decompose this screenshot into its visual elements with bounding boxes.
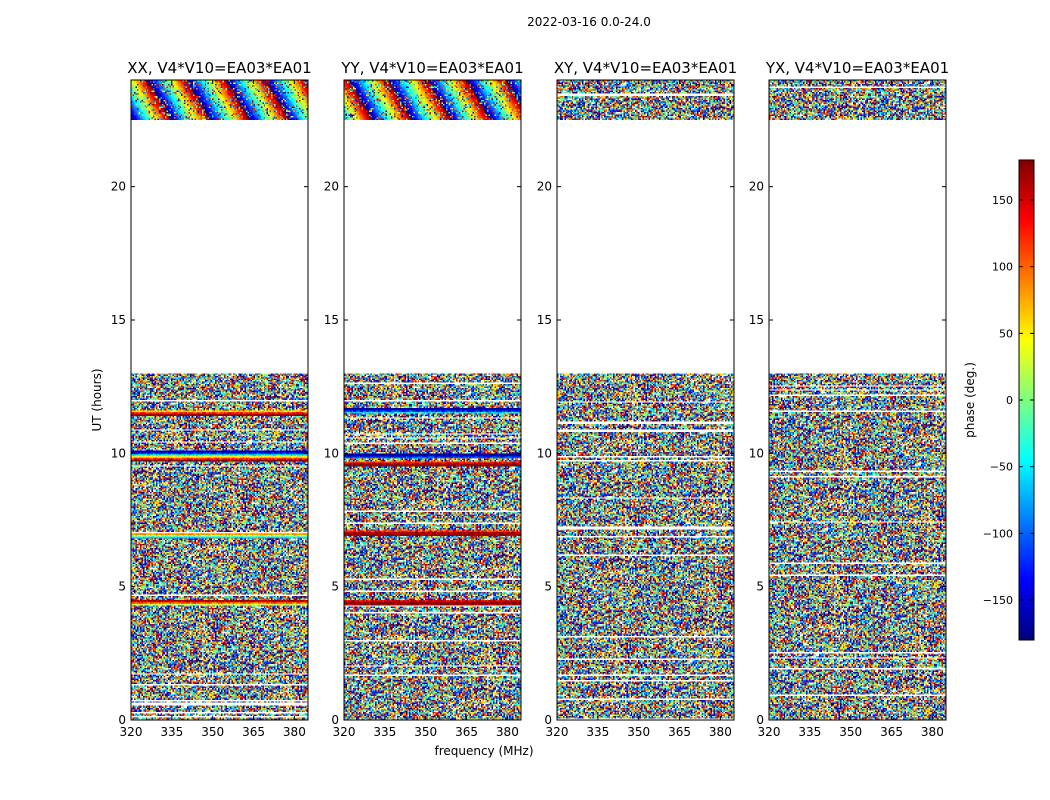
x-tick-label: 365: [455, 725, 478, 739]
x-tick-label: 320: [546, 725, 569, 739]
y-tick-label: 15: [111, 313, 126, 327]
panels-group: XX, V4*V10=EA03*EA01 320 335 350 365 380 0 5 10 1…: [111, 59, 949, 739]
y-tick-label: 0: [331, 713, 339, 727]
heatmap-raster: [769, 80, 946, 720]
y-tick-label: 20: [324, 180, 339, 194]
y-tick-label: 20: [749, 180, 764, 194]
colorbar-tick-label: 0: [1006, 394, 1013, 407]
colorbar-tick-label: 150: [992, 194, 1013, 207]
x-axis-label: frequency (MHz): [434, 744, 533, 758]
colorbar-label: phase (deg.): [963, 362, 977, 438]
y-tick-label: 5: [331, 580, 339, 594]
panel-title: XX, V4*V10=EA03*EA01: [127, 59, 311, 77]
y-tick-label: 10: [537, 446, 552, 460]
panel-frame: [130, 79, 309, 721]
x-tick-label: 335: [586, 725, 609, 739]
x-tick-label: 380: [921, 725, 944, 739]
x-tick-label: 365: [880, 725, 903, 739]
x-tick-label: 380: [709, 725, 732, 739]
colorbar: 150 100 50 0 −50 −100 −150: [983, 159, 1035, 641]
x-tick-label: 365: [668, 725, 691, 739]
panel-title: XY, V4*V10=EA03*EA01: [554, 59, 737, 77]
y-tick-label: 10: [324, 446, 339, 460]
colorbar-tick-label: −100: [983, 527, 1013, 540]
x-tick-label: 335: [160, 725, 183, 739]
colorbar-tick-label: −50: [990, 461, 1013, 474]
panel-2: YY, V4*V10=EA03*EA01 320 335 350 365 380 0 5 10 1…: [324, 59, 524, 739]
panel-1: XX, V4*V10=EA03*EA01 320 335 350 365 380 0 5 10 1…: [111, 59, 312, 739]
panel-title: YY, V4*V10=EA03*EA01: [340, 59, 523, 77]
y-tick-label: 0: [544, 713, 552, 727]
y-tick-label: 10: [749, 446, 764, 460]
x-tick-label: 365: [242, 725, 265, 739]
heatmap-raster: [131, 80, 308, 720]
panel-4: YX, V4*V10=EA03*EA01 320 335 350 365 380 0 5 10 1…: [749, 59, 949, 739]
y-tick-label: 15: [324, 313, 339, 327]
colorbar-tick-label: 50: [999, 327, 1013, 340]
x-tick-label: 350: [627, 725, 650, 739]
x-tick-label: 350: [414, 725, 437, 739]
heatmap-raster: [344, 80, 521, 720]
y-axis-label: UT (hours): [90, 368, 104, 431]
x-tick-label: 350: [839, 725, 862, 739]
y-tick-label: 0: [756, 713, 764, 727]
y-tick-label: 20: [111, 180, 126, 194]
y-tick-label: 0: [118, 713, 126, 727]
figure-suptitle: 2022-03-16 0.0-24.0: [527, 15, 651, 29]
y-tick-label: 15: [749, 313, 764, 327]
x-tick-label: 335: [373, 725, 396, 739]
x-tick-label: 380: [496, 725, 519, 739]
panel-frame: [556, 79, 735, 721]
x-tick-label: 320: [333, 725, 356, 739]
panel-title: YX, V4*V10=EA03*EA01: [765, 59, 949, 77]
y-tick-label: 20: [537, 180, 552, 194]
colorbar-tick-label: −150: [983, 594, 1013, 607]
heatmap-raster: [557, 80, 734, 720]
y-tick-label: 15: [537, 313, 552, 327]
x-tick-label: 320: [120, 725, 143, 739]
panel-3: XY, V4*V10=EA03*EA01 320 335 350 365 380 0 5 10 1…: [537, 59, 737, 739]
y-tick-label: 5: [118, 580, 126, 594]
y-tick-label: 10: [111, 446, 126, 460]
panel-frame: [768, 79, 947, 721]
panel-frame: [343, 79, 522, 721]
colorbar-tick-label: 100: [992, 261, 1013, 274]
x-tick-label: 320: [758, 725, 781, 739]
x-tick-label: 335: [798, 725, 821, 739]
y-tick-label: 5: [756, 580, 764, 594]
x-tick-label: 380: [283, 725, 306, 739]
y-tick-label: 5: [544, 580, 552, 594]
x-tick-label: 350: [201, 725, 224, 739]
